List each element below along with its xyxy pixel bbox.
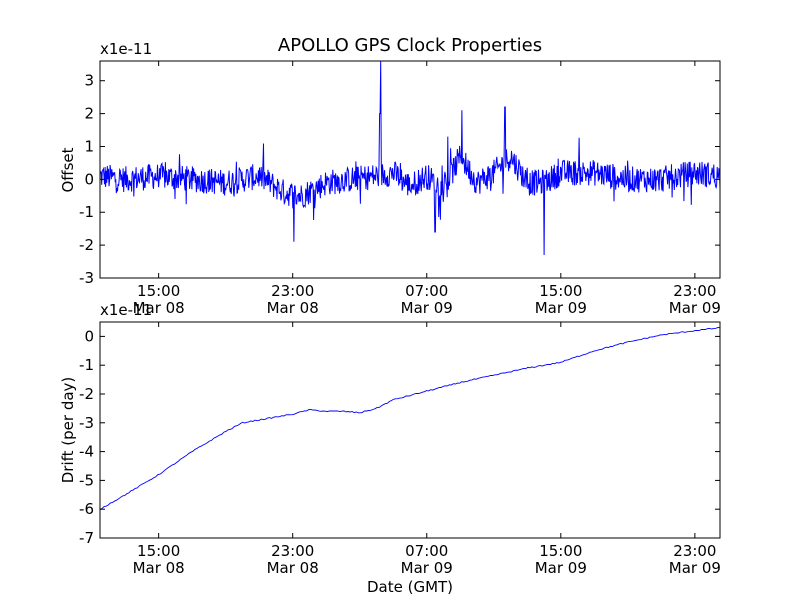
y-tick-label: 0 [84, 327, 94, 345]
x-tick-label-time: 15:00 [539, 542, 582, 560]
y-tick-label: -7 [79, 529, 94, 547]
y-tick-label: -5 [79, 471, 94, 489]
x-tick-label-date: Mar 09 [669, 299, 721, 317]
y-tick-label: -3 [79, 269, 94, 287]
plot-frame [99, 321, 721, 539]
drift-panel-x-axis-label: Date (GMT) [367, 578, 453, 596]
y-tick-label: 1 [84, 137, 94, 155]
x-tick-label-time: 07:00 [405, 282, 448, 300]
x-tick-label-time: 23:00 [271, 282, 314, 300]
x-tick-label-time: 23:00 [673, 282, 716, 300]
series-line [99, 327, 721, 511]
y-tick-label: 3 [84, 72, 94, 90]
x-tick-label-date: Mar 08 [133, 299, 185, 317]
y-tick-label: -4 [79, 443, 94, 461]
x-tick-label-date: Mar 09 [401, 559, 453, 577]
x-tick-label-date: Mar 09 [535, 559, 587, 577]
x-tick-label-time: 15:00 [137, 282, 180, 300]
chart-title: APOLLO GPS Clock Properties [278, 35, 542, 56]
y-tick-label: -1 [79, 203, 94, 221]
x-tick-label-date: Mar 09 [401, 299, 453, 317]
x-tick-label-time: 15:00 [137, 542, 180, 560]
plot-frame [99, 60, 721, 279]
y-tick-label: -1 [79, 356, 94, 374]
x-tick-label-time: 15:00 [539, 282, 582, 300]
y-tick-label: 0 [84, 170, 94, 188]
y-tick-label: -3 [79, 414, 94, 432]
drift-panel-y-axis-label: Drift (per day) [59, 377, 77, 484]
x-tick-label-date: Mar 08 [267, 559, 319, 577]
x-tick-label-time: 07:00 [405, 542, 448, 560]
y-tick-label: -2 [79, 236, 94, 254]
x-tick-label-date: Mar 08 [133, 559, 185, 577]
x-tick-label-time: 23:00 [673, 542, 716, 560]
y-tick-label: -6 [79, 500, 94, 518]
x-tick-label-time: 23:00 [271, 542, 314, 560]
x-tick-label-date: Mar 09 [669, 559, 721, 577]
drift-panel-multiplier-label: x1e-11 [100, 301, 152, 319]
x-tick-label-date: Mar 09 [535, 299, 587, 317]
drift-panel: x1e-11 Drift (per day) Date (GMT) -7 -6 -5… [59, 301, 721, 596]
offset-panel-multiplier-label: x1e-11 [100, 40, 152, 58]
y-tick-label: 2 [84, 105, 94, 123]
series-line [99, 60, 721, 256]
offset-panel-y-axis-label: Offset [59, 147, 77, 192]
x-tick-label-date: Mar 08 [267, 299, 319, 317]
y-tick-label: -2 [79, 385, 94, 403]
